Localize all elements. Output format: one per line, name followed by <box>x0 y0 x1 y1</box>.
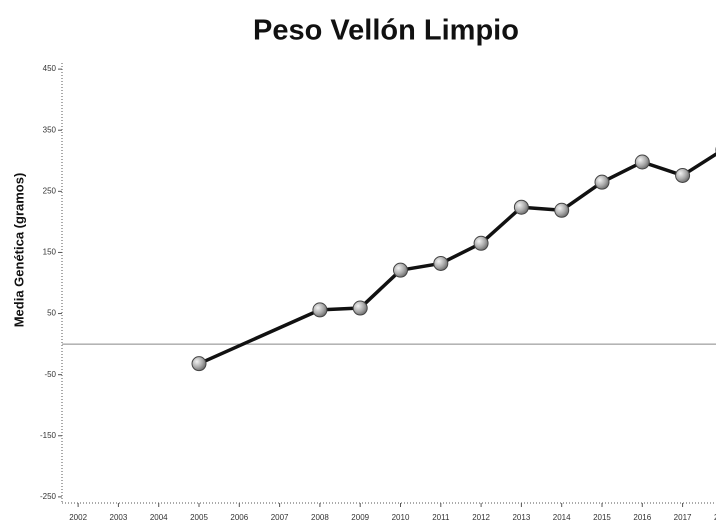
data-point <box>473 235 489 251</box>
x-tick-label: 2013 <box>512 513 530 521</box>
x-tick-label: 2010 <box>392 513 410 521</box>
y-tick-label: 450 <box>43 64 57 73</box>
x-tick-label: 2003 <box>110 513 128 521</box>
x-tick-label: 2002 <box>69 513 87 521</box>
x-tick-label: 2004 <box>150 513 168 521</box>
x-tick-label: 2006 <box>230 513 248 521</box>
y-axis-label: Media Genética (gramos) <box>11 173 26 328</box>
x-tick-label: 2014 <box>553 513 571 521</box>
x-tick-label: 2012 <box>472 513 490 521</box>
data-point <box>191 356 207 372</box>
x-tick-label: 2018 <box>714 513 716 521</box>
x-tick-label: 2009 <box>351 513 369 521</box>
x-tick-label: 2016 <box>633 513 651 521</box>
data-point <box>433 255 449 271</box>
data-point <box>675 167 691 183</box>
x-tick-label: 2005 <box>190 513 208 521</box>
chart-title: Peso Vellón Limpio <box>253 15 519 47</box>
data-point <box>634 154 650 170</box>
x-tick-label: 2015 <box>593 513 611 521</box>
x-tick-label: 2007 <box>271 513 289 521</box>
series-line <box>198 152 716 366</box>
x-tick-label: 2011 <box>432 513 450 521</box>
data-point <box>312 302 328 318</box>
y-tick-label: 250 <box>43 186 57 195</box>
y-tick-label: 350 <box>43 125 57 134</box>
data-point <box>352 300 368 316</box>
data-point <box>513 199 529 215</box>
y-tick-label: 150 <box>43 248 57 257</box>
x-tick-label: 2008 <box>311 513 329 521</box>
x-tick-label: 2017 <box>674 513 692 521</box>
y-tick-label: -150 <box>40 431 57 440</box>
data-point <box>594 174 610 190</box>
y-tick-label: -50 <box>44 370 56 379</box>
y-tick-label: 50 <box>47 309 56 318</box>
data-point <box>393 262 408 278</box>
y-tick-label: -250 <box>40 492 57 501</box>
data-point <box>554 202 570 218</box>
